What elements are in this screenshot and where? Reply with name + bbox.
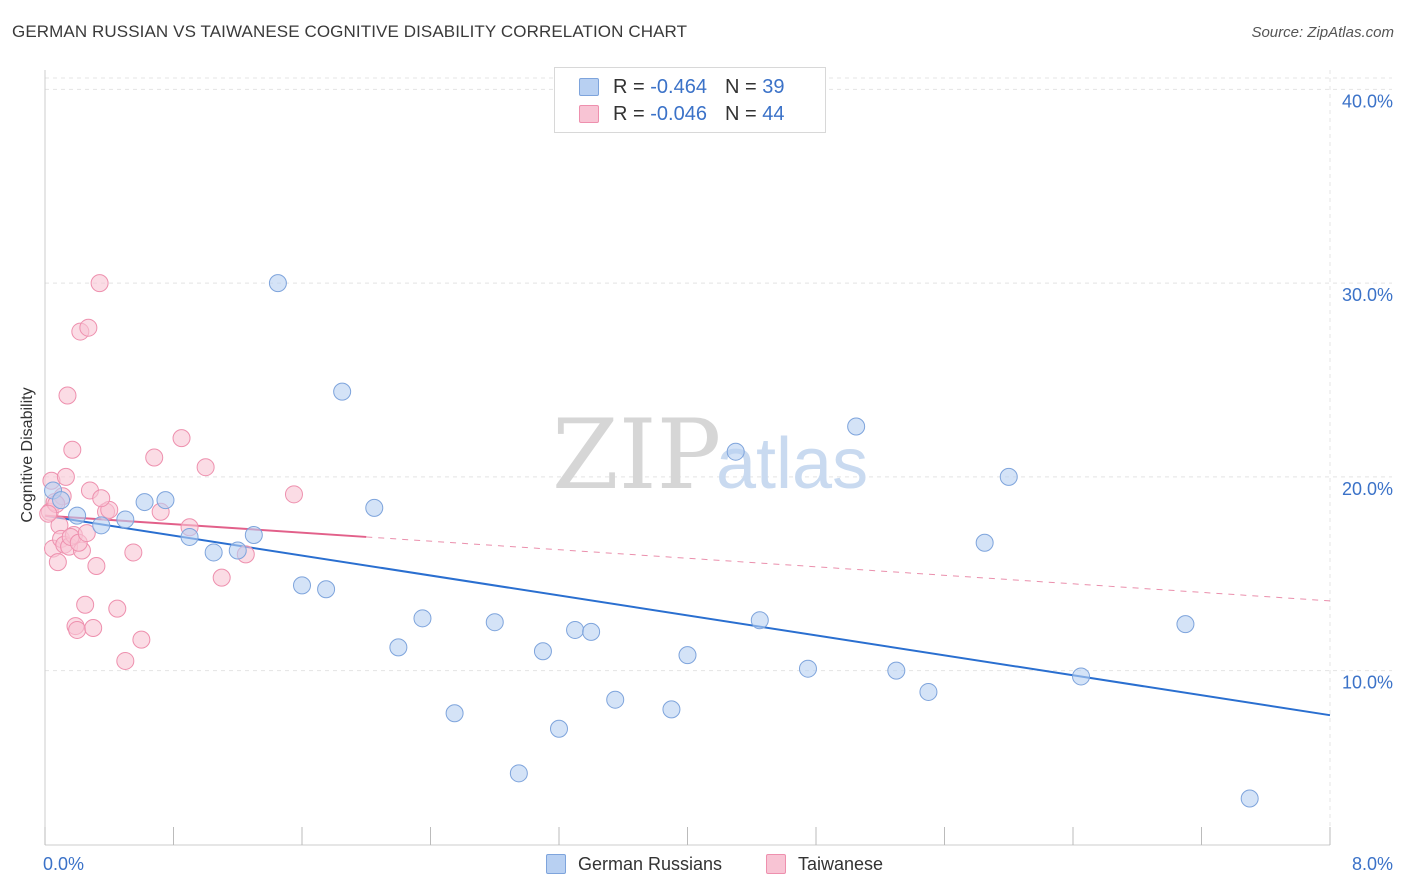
point-german-russians	[887, 661, 906, 680]
point-taiwanese	[212, 568, 231, 587]
point-german-russians	[68, 506, 87, 525]
point-german-russians	[566, 620, 585, 639]
legend-swatch-pink	[579, 105, 599, 123]
point-taiwanese	[39, 504, 58, 523]
point-taiwanese	[284, 485, 303, 504]
series-label: Taiwanese	[798, 853, 884, 874]
point-german-russians	[485, 613, 504, 632]
trend-line-german-russians	[44, 514, 1331, 717]
legend-swatch-blue	[579, 78, 599, 96]
point-taiwanese	[58, 386, 77, 405]
legend-r-value: -0.046	[650, 102, 707, 125]
point-german-russians	[413, 609, 432, 628]
point-german-russians	[847, 417, 866, 436]
watermark-atlas: atlas	[716, 424, 868, 504]
point-german-russians	[333, 382, 352, 401]
chart-title: GERMAN RUSSIAN VS TAIWANESE COGNITIVE DI…	[12, 22, 688, 41]
series-legend-taiwanese: Taiwanese	[766, 852, 883, 876]
point-german-russians	[678, 646, 697, 665]
legend-r-value: -0.464	[650, 75, 707, 98]
point-german-russians	[662, 700, 681, 719]
point-german-russians	[999, 467, 1018, 486]
point-taiwanese	[196, 458, 215, 477]
legend-r-label: R =	[613, 75, 651, 98]
point-german-russians	[798, 659, 817, 678]
point-taiwanese	[68, 620, 87, 639]
point-taiwanese	[132, 630, 151, 649]
series-legend-german-russians: German Russians	[546, 852, 722, 876]
point-taiwanese	[77, 524, 96, 543]
legend-row-german-russians: R = -0.464 N = 39	[579, 74, 784, 100]
point-german-russians	[726, 442, 745, 461]
x-tick-label: 0.0%	[43, 854, 84, 874]
point-german-russians	[550, 719, 568, 738]
legend-r-label: R =	[613, 102, 651, 125]
point-german-russians	[606, 690, 625, 709]
point-german-russians	[389, 638, 408, 657]
data-points	[39, 274, 1259, 808]
point-taiwanese	[90, 274, 109, 293]
tick-labels: 10.0% 20.0% 30.0% 40.0% 0.0% 8.0%	[43, 91, 1393, 874]
point-german-russians	[293, 576, 311, 595]
point-german-russians	[204, 543, 223, 562]
point-german-russians	[180, 527, 199, 546]
legend-n-value: 44	[762, 102, 785, 125]
point-german-russians	[533, 642, 552, 661]
y-tick-label: 10.0%	[1342, 673, 1393, 693]
point-taiwanese	[48, 553, 67, 572]
point-taiwanese	[63, 440, 82, 459]
legend-row-taiwanese: R = -0.046 N = 44	[579, 101, 784, 127]
y-tick-label: 40.0%	[1342, 91, 1393, 111]
stats-legend: R = -0.464 N = 39 R = -0.046 N = 44	[554, 67, 826, 133]
point-german-russians	[244, 526, 263, 544]
point-taiwanese	[56, 467, 75, 486]
point-german-russians	[582, 622, 601, 641]
series-swatch-pink	[766, 854, 786, 874]
point-taiwanese	[84, 619, 103, 637]
point-taiwanese	[124, 543, 143, 562]
point-german-russians	[1072, 667, 1091, 686]
watermark-zip: ZIP	[552, 399, 721, 511]
y-tick-label: 30.0%	[1342, 285, 1393, 305]
point-german-russians	[228, 541, 247, 560]
series-swatch-blue	[546, 854, 566, 874]
series-label: German Russians	[578, 853, 723, 874]
point-german-russians	[445, 704, 464, 723]
point-german-russians	[135, 493, 154, 512]
point-taiwanese	[172, 429, 191, 448]
point-german-russians	[365, 498, 384, 517]
point-taiwanese	[92, 489, 111, 508]
axes	[44, 70, 1331, 846]
y-tick-label: 20.0%	[1342, 479, 1393, 499]
point-german-russians	[919, 682, 938, 701]
point-german-russians	[92, 516, 111, 535]
legend-n-label: N =	[724, 75, 763, 98]
point-german-russians	[156, 491, 175, 510]
legend-n-label: N =	[724, 102, 763, 125]
point-taiwanese	[108, 599, 127, 618]
trend-line-taiwanese-extension	[366, 536, 1331, 602]
point-german-russians	[750, 611, 769, 630]
point-german-russians	[317, 580, 336, 599]
point-german-russians	[509, 764, 528, 783]
point-german-russians	[268, 274, 287, 293]
point-german-russians	[1240, 789, 1259, 808]
source-credit: Source: ZipAtlas.com	[1251, 24, 1394, 41]
point-taiwanese	[87, 557, 106, 575]
point-german-russians	[52, 491, 71, 510]
point-german-russians	[116, 510, 135, 529]
point-taiwanese	[116, 651, 135, 670]
point-taiwanese	[76, 595, 95, 614]
point-taiwanese	[145, 448, 164, 467]
point-german-russians	[1176, 615, 1195, 634]
point-german-russians	[975, 533, 994, 552]
point-taiwanese	[79, 318, 98, 337]
legend-n-value: 39	[762, 75, 785, 98]
x-tick-label: 8.0%	[1352, 854, 1393, 874]
